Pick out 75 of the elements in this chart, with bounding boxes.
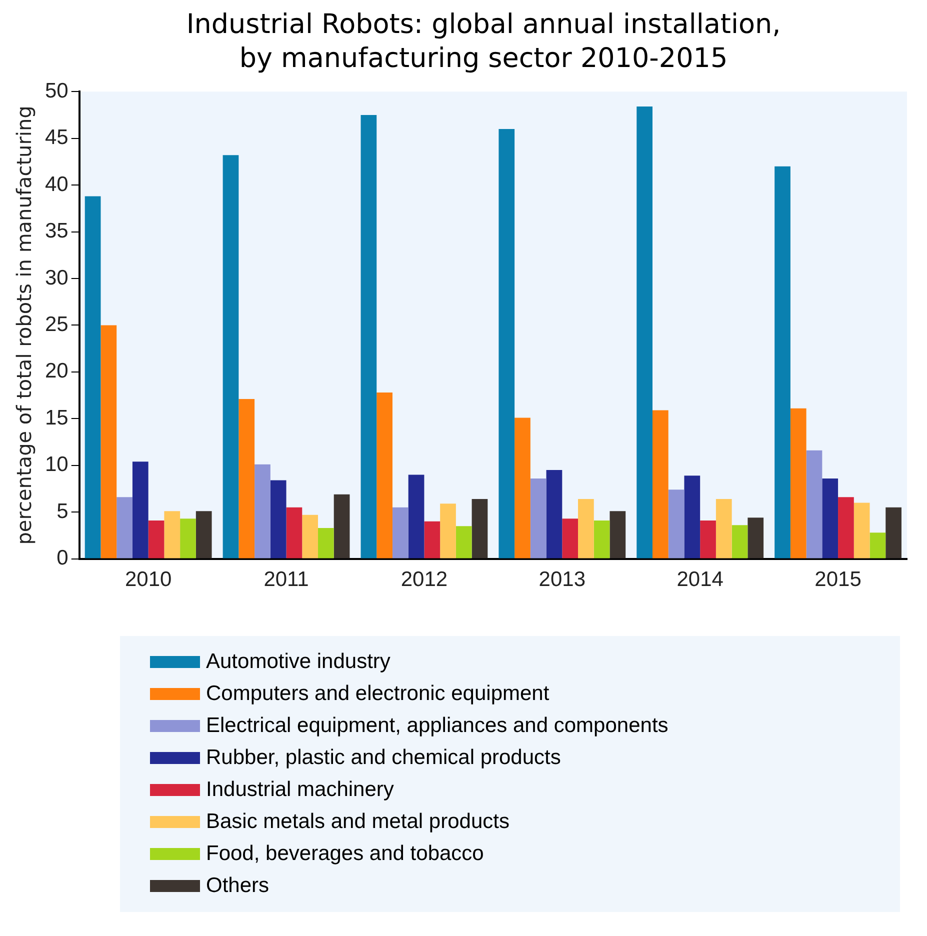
y-tick-label: 35 — [45, 220, 68, 243]
bar — [546, 470, 562, 558]
bar — [148, 520, 164, 558]
bar — [302, 514, 318, 558]
bar — [854, 502, 870, 558]
bar — [408, 474, 424, 558]
legend-label: Rubber, plastic and chemical products — [206, 746, 561, 770]
bar — [514, 418, 530, 558]
x-tick-label: 2014 — [676, 568, 724, 592]
bar — [594, 520, 610, 558]
bar — [392, 507, 408, 558]
bar — [732, 525, 748, 558]
bar — [116, 497, 132, 558]
bar — [100, 325, 117, 558]
y-tick-label: 30 — [45, 266, 68, 290]
bar — [578, 499, 594, 558]
bar — [562, 518, 578, 558]
legend-label: Electrical equipment, appliances and components — [206, 714, 668, 738]
y-tick-label: 20 — [45, 360, 68, 383]
bar — [886, 507, 902, 558]
bar — [668, 490, 684, 558]
legend-label: Industrial machinery — [206, 778, 394, 802]
bar — [132, 462, 148, 558]
y-tick-label: 45 — [45, 126, 68, 150]
bar — [196, 511, 212, 558]
y-tick-label: 25 — [45, 312, 68, 336]
x-tick-label: 2011 — [264, 568, 309, 592]
legend-label: Automotive industry — [206, 650, 390, 674]
bar — [440, 504, 456, 558]
bar — [164, 511, 180, 558]
legend-label: Others — [206, 874, 270, 898]
bar — [424, 521, 440, 558]
x-tick-label: 2013 — [538, 568, 586, 592]
y-tick-label: 0 — [56, 546, 68, 570]
bar — [530, 478, 546, 558]
y-tick-label: 50 — [45, 79, 68, 102]
bar — [716, 499, 732, 558]
bar — [318, 528, 334, 558]
bar — [498, 128, 515, 558]
bar — [684, 476, 700, 558]
bar — [270, 480, 286, 558]
legend-label: Basic metals and metal products — [206, 810, 510, 834]
y-tick-label: 10 — [45, 453, 68, 476]
bar — [636, 106, 652, 558]
bar — [180, 518, 196, 558]
bar — [222, 155, 239, 558]
bar — [870, 532, 886, 558]
bar — [334, 494, 350, 558]
bar — [254, 464, 270, 558]
bar — [652, 410, 668, 558]
bar — [84, 196, 101, 558]
y-tick-label: 40 — [45, 172, 68, 196]
bar — [360, 114, 377, 558]
bar — [838, 497, 854, 558]
bar — [822, 478, 838, 558]
y-tick-label: 5 — [56, 500, 68, 523]
x-tick-label: 2010 — [124, 568, 172, 592]
bar — [700, 520, 716, 558]
bar — [376, 392, 392, 558]
x-tick-label: 2012 — [400, 568, 448, 592]
legend-label: Food, beverages and tobacco — [206, 842, 484, 866]
bar — [286, 507, 302, 558]
bar — [456, 526, 472, 558]
legend-label: Computers and electronic equipment — [206, 682, 550, 706]
bar — [806, 450, 822, 558]
bar — [790, 408, 806, 558]
bar — [774, 166, 790, 558]
bar — [610, 511, 626, 558]
y-tick-label: 15 — [45, 406, 68, 430]
bar — [238, 399, 255, 558]
chart-title: Industrial Robots: global annual installation, by manufacturing sector 2010-2015 — [185, 8, 782, 76]
x-tick-label: 2015 — [814, 568, 862, 592]
y-axis-title: percentage of total robots in manufacturing — [12, 106, 36, 545]
bar — [748, 518, 764, 558]
bar — [472, 499, 488, 558]
